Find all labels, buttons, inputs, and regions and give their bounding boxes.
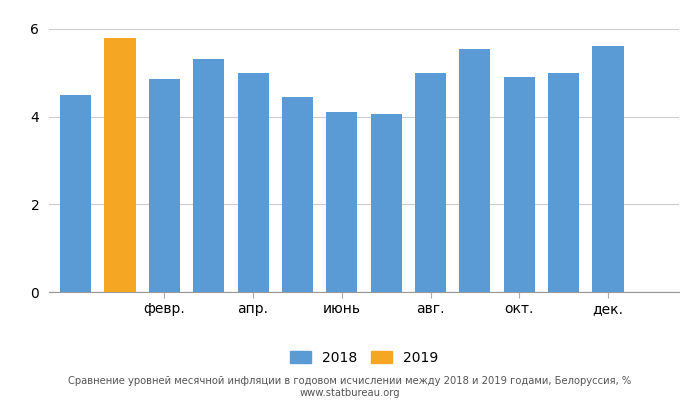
Bar <box>282 97 313 292</box>
Bar <box>592 46 624 292</box>
Text: Сравнение уровней месячной инфляции в годовом исчислении между 2018 и 2019 годам: Сравнение уровней месячной инфляции в го… <box>69 376 631 386</box>
Bar <box>149 79 180 292</box>
Bar <box>504 77 535 292</box>
Bar <box>371 114 402 292</box>
Bar <box>104 38 136 292</box>
Text: www.statbureau.org: www.statbureau.org <box>300 388 400 398</box>
Bar <box>548 73 579 292</box>
Bar <box>193 60 224 292</box>
Bar <box>326 112 357 292</box>
Bar <box>237 73 269 292</box>
Legend: 2018, 2019: 2018, 2019 <box>284 345 444 370</box>
Bar <box>415 73 446 292</box>
Bar <box>60 94 91 292</box>
Bar <box>459 48 491 292</box>
